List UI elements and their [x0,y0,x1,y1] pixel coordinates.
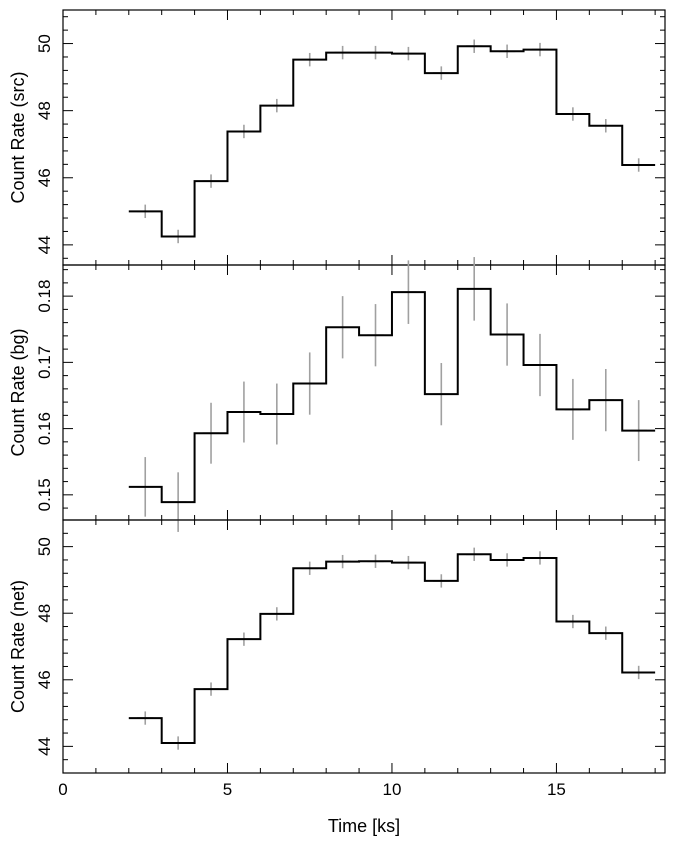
bottom-step-series [128,553,656,745]
bottom-plot-frame [62,519,666,774]
bottom-y-axis-label: Count Rate (net) [8,580,28,713]
middle-panel: 0.15 0.16 0.17 0.18 Count Rate (bg) [8,257,666,532]
x-tick-label: 0 [58,780,67,799]
x-axis-label: Time [ks] [328,816,400,836]
y-tick-label: 0.15 [35,478,54,511]
bottom-panel: 44 46 48 50 Count Rate (net) 0 5 10 15 Time [ks] [8,519,666,836]
middle-y-axis-label: Count Rate (bg) [8,328,28,456]
y-tick-label: 46 [35,168,54,187]
y-tick-label: 48 [35,101,54,120]
y-tick-label: 44 [35,235,54,254]
y-tick-label: 46 [35,670,54,689]
y-tick-label: 0.17 [35,346,54,379]
top-panel: 44 46 48 50 Count Rate (src) [8,9,666,266]
top-step-series [128,45,656,238]
y-tick-label: 48 [35,604,54,623]
y-tick-label: 50 [35,34,54,53]
top-y-axis-label: Count Rate (src) [8,71,28,203]
x-tick-label: 15 [547,780,566,799]
top-plot-frame [62,9,666,266]
x-tick-label: 10 [383,780,402,799]
middle-plot-frame [62,264,666,521]
middle-step-series [128,287,656,504]
x-tick-label: 5 [223,780,232,799]
y-tick-label: 0.18 [35,280,54,313]
y-tick-label: 0.16 [35,412,54,445]
y-tick-label: 50 [35,537,54,556]
y-tick-label: 44 [35,737,54,756]
